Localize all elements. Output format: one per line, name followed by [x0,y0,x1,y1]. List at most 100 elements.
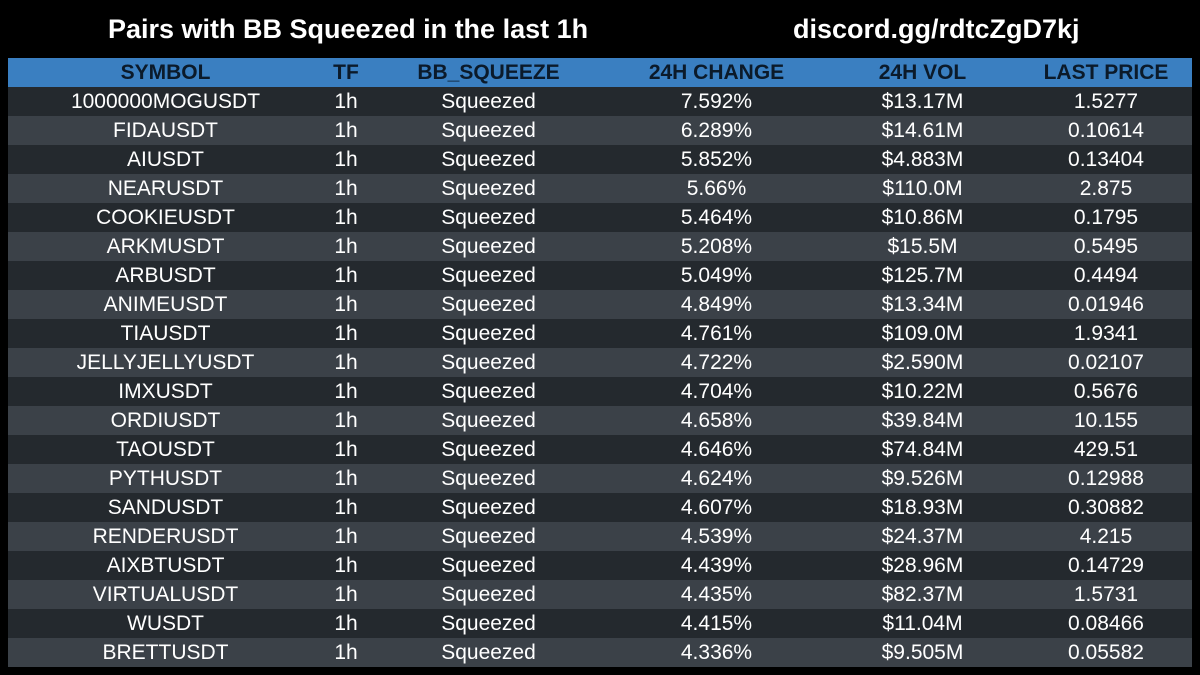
page-title: Pairs with BB Squeezed in the last 1h [108,14,589,44]
table-row[interactable]: AIUSDT 1h Squeezed 5.852% $4.883M 0.13404 [8,145,1192,174]
bb-squeeze-cell: Squeezed [441,583,536,606]
table-row[interactable]: IMXUSDT 1h Squeezed 4.704% $10.22M 0.5676 [8,377,1192,406]
change-24h-cell: 4.761% [680,322,753,345]
change-24h-cell: 6.289% [680,119,753,142]
table-row[interactable]: TIAUSDT 1h Squeezed 4.761% $109.0M 1.9341 [8,319,1192,348]
bb-squeeze-cell: Squeezed [441,525,536,548]
last-price-cell: 1.9341 [1073,322,1139,345]
change-24h-cell: 4.336% [680,641,753,664]
tf-cell: 1h [334,409,358,432]
symbol-cell: ARKMUSDT [106,235,225,258]
tf-cell: 1h [334,322,358,345]
last-price-cell: 0.5676 [1073,380,1139,403]
table-row[interactable]: SANDUSDT 1h Squeezed 4.607% $18.93M 0.30882 [8,493,1192,522]
table-row[interactable]: 1000000MOGUSDT 1h Squeezed 7.592% $13.17M 1.5… [8,87,1192,116]
change-24h-cell: 5.049% [680,264,753,287]
tf-cell: 1h [334,525,358,548]
tf-cell: 1h [334,177,358,200]
change-24h-cell: 4.849% [680,293,753,316]
table-row[interactable]: ORDIUSDT 1h Squeezed 4.658% $39.84M 10.155 [8,406,1192,435]
table-row[interactable]: JELLYJELLYUSDT 1h Squeezed 4.722% $2.590M 0.0… [8,348,1192,377]
column-header-24h-change[interactable]: 24H CHANGE [648,61,785,84]
last-price-cell: 0.10614 [1068,119,1144,142]
table-row[interactable]: ARBUSDT 1h Squeezed 5.049% $125.7M 0.4494 [8,261,1192,290]
symbol-cell: COOKIEUSDT [96,206,235,229]
tf-cell: 1h [334,206,358,229]
bb-squeeze-cell: Squeezed [441,641,536,664]
volume-24h-cell: $9.505M [881,641,964,664]
symbol-cell: IMXUSDT [118,380,213,403]
bb-squeeze-cell: Squeezed [441,438,536,461]
symbol-cell: AIXBTUSDT [106,554,225,577]
column-header-last-price[interactable]: LAST PRICE [1043,61,1169,84]
table-row[interactable]: TAOUSDT 1h Squeezed 4.646% $74.84M 429.51 [8,435,1192,464]
volume-24h-cell: $28.96M [881,554,964,577]
symbol-cell: FIDAUSDT [113,119,218,142]
change-24h-cell: 4.704% [680,380,753,403]
table-row[interactable]: PYTHUSDT 1h Squeezed 4.624% $9.526M 0.12988 [8,464,1192,493]
tf-cell: 1h [334,148,358,171]
change-24h-cell: 4.646% [680,438,753,461]
table-row[interactable]: WUSDT 1h Squeezed 4.415% $11.04M 0.08466 [8,609,1192,638]
last-price-cell: 0.4494 [1073,264,1139,287]
last-price-cell: 0.12988 [1068,467,1144,490]
table-row[interactable]: ARKMUSDT 1h Squeezed 5.208% $15.5M 0.5495 [8,232,1192,261]
volume-24h-cell: $14.61M [881,119,964,142]
table-row[interactable]: RENDERUSDT 1h Squeezed 4.539% $24.37M 4.215 [8,522,1192,551]
last-price-cell: 0.08466 [1068,612,1144,635]
bb-squeeze-cell: Squeezed [441,293,536,316]
table-row[interactable]: VIRTUALUSDT 1h Squeezed 4.435% $82.37M 1.5731 [8,580,1192,609]
symbol-cell: 1000000MOGUSDT [70,90,261,113]
change-24h-cell: 4.539% [680,525,753,548]
change-24h-cell: 7.592% [680,90,753,113]
volume-24h-cell: $13.34M [881,293,964,316]
change-24h-cell: 4.607% [680,496,753,519]
symbol-cell: JELLYJELLYUSDT [76,351,255,374]
last-price-cell: 2.875 [1079,177,1133,200]
change-24h-cell: 4.722% [680,351,753,374]
volume-24h-cell: $10.22M [881,380,964,403]
volume-24h-cell: $10.86M [881,206,964,229]
table-row[interactable]: ANIMEUSDT 1h Squeezed 4.849% $13.34M 0.01946 [8,290,1192,319]
table-row[interactable]: BRETTUSDT 1h Squeezed 4.336% $9.505M 0.05582 [8,638,1192,667]
tf-cell: 1h [334,293,358,316]
column-header-symbol[interactable]: SYMBOL [120,61,211,84]
volume-24h-cell: $4.883M [881,148,964,171]
volume-24h-cell: $18.93M [881,496,964,519]
last-price-cell: 0.13404 [1068,148,1144,171]
bb-squeeze-cell: Squeezed [441,235,536,258]
change-24h-cell: 4.415% [680,612,753,635]
last-price-cell: 0.5495 [1073,235,1139,258]
volume-24h-cell: $109.0M [881,322,964,345]
change-24h-cell: 4.439% [680,554,753,577]
table-header: SYMBOL TF BB_SQUEEZE 24H CHANGE 24H VOL … [8,58,1192,87]
tf-cell: 1h [334,264,358,287]
column-header-tf[interactable]: TF [333,61,359,84]
last-price-cell: 429.51 [1073,438,1139,461]
table-row[interactable]: NEARUSDT 1h Squeezed 5.66% $110.0M 2.875 [8,174,1192,203]
bb-squeeze-cell: Squeezed [441,496,536,519]
tf-cell: 1h [334,380,358,403]
column-header-24h-vol[interactable]: 24H VOL [878,61,967,84]
header: Pairs with BB Squeezed in the last 1h di… [0,0,1200,58]
bb-squeeze-cell: Squeezed [441,409,536,432]
header-row: SYMBOL TF BB_SQUEEZE 24H CHANGE 24H VOL … [8,58,1192,87]
column-header-bb-squeeze[interactable]: BB_SQUEEZE [417,61,560,84]
discord-invite-link[interactable]: discord.gg/rdtcZgD7kj [793,14,1080,44]
bb-squeeze-cell: Squeezed [441,612,536,635]
symbol-cell: BRETTUSDT [102,641,229,664]
table-row[interactable]: AIXBTUSDT 1h Squeezed 4.439% $28.96M 0.14729 [8,551,1192,580]
table-row[interactable]: COOKIEUSDT 1h Squeezed 5.464% $10.86M 0.1795 [8,203,1192,232]
change-24h-cell: 4.658% [680,409,753,432]
change-24h-cell: 5.208% [680,235,753,258]
bb-squeeze-cell: Squeezed [441,351,536,374]
bb-squeeze-cell: Squeezed [441,206,536,229]
volume-24h-cell: $110.0M [882,177,963,200]
volume-24h-cell: $24.37M [881,525,964,548]
last-price-cell: 0.02107 [1068,351,1144,374]
table-row[interactable]: FIDAUSDT 1h Squeezed 6.289% $14.61M 0.10614 [8,116,1192,145]
volume-24h-cell: $2.590M [881,351,964,374]
pairs-table: SYMBOL TF BB_SQUEEZE 24H CHANGE 24H VOL … [8,58,1192,667]
symbol-cell: TAOUSDT [116,438,215,461]
volume-24h-cell: $74.84M [881,438,964,461]
